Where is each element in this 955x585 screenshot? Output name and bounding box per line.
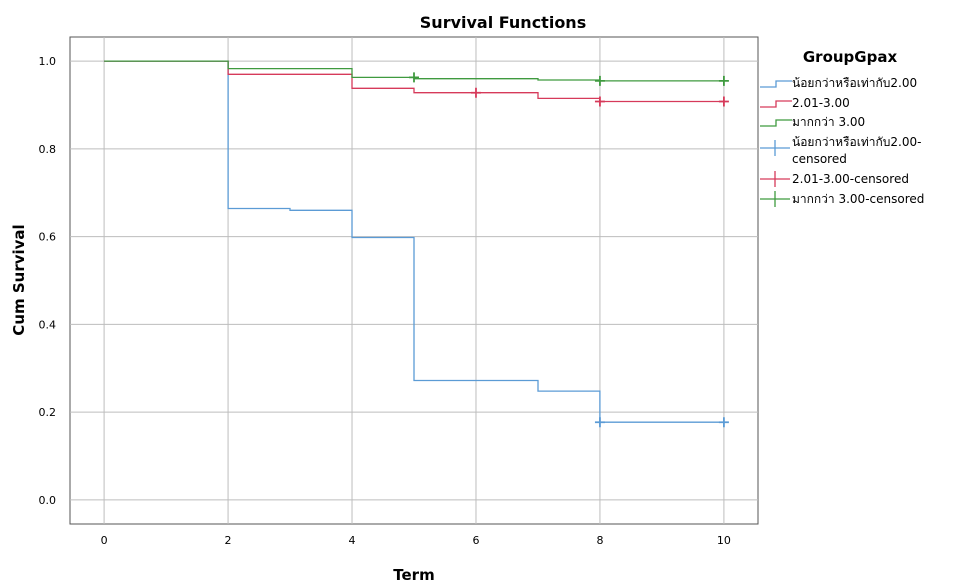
- censored-point-3: [409, 72, 419, 83]
- legend: GroupGpax น้อยกว่าหรือเท่ากับ2.00 2.01-3.…: [760, 48, 924, 207]
- series-line-1: [104, 60, 724, 423]
- x-tick-label: 2: [225, 534, 232, 547]
- censored-point-3: [718, 75, 729, 86]
- chart-title: Survival Functions: [420, 13, 586, 32]
- y-tick-label: 1.0: [39, 55, 57, 68]
- censor-markers: [409, 72, 729, 428]
- legend-swatch-line: [760, 119, 792, 127]
- censored-point-1: [594, 417, 605, 428]
- y-tick-label: 0.4: [39, 318, 57, 331]
- censored-point-2: [470, 87, 481, 98]
- legend-item-label: มากกว่า 3.00-censored: [792, 192, 924, 206]
- x-tick-label: 6: [472, 534, 479, 547]
- y-tick-label: 0.0: [39, 494, 57, 507]
- legend-item-label: 2.01-3.00-censored: [792, 172, 909, 186]
- censored-point-1: [718, 417, 729, 428]
- legend-swatch-line: [760, 80, 792, 88]
- censored-point-2: [594, 96, 605, 107]
- y-tick-label: 0.2: [39, 406, 57, 419]
- x-tick-label: 8: [596, 534, 603, 547]
- tick-labels: 0 2 4 6 8 10 0.0 0.2 0.4 0.6 0.8 1.0: [39, 55, 731, 547]
- x-axis-label: Term: [393, 566, 434, 584]
- x-tick-label: 0: [101, 534, 108, 547]
- legend-item-label: น้อยกว่าหรือเท่ากับ2.00: [792, 76, 917, 90]
- legend-item-label: มากกว่า 3.00: [792, 115, 865, 129]
- y-tick-label: 0.8: [39, 143, 57, 156]
- legend-swatch-line: [760, 100, 792, 108]
- y-axis-label: Cum Survival: [10, 224, 28, 335]
- legend-item-label: 2.01-3.00: [792, 96, 850, 110]
- censored-point-3: [594, 75, 605, 86]
- x-tick-label: 10: [717, 534, 731, 547]
- legend-title: GroupGpax: [803, 48, 898, 66]
- legend-item-label: น้อยกว่าหรือเท่ากับ2.00-censored: [792, 135, 921, 166]
- y-tick-label: 0.6: [39, 231, 57, 244]
- censored-point-2: [718, 96, 729, 107]
- x-tick-label: 4: [349, 534, 356, 547]
